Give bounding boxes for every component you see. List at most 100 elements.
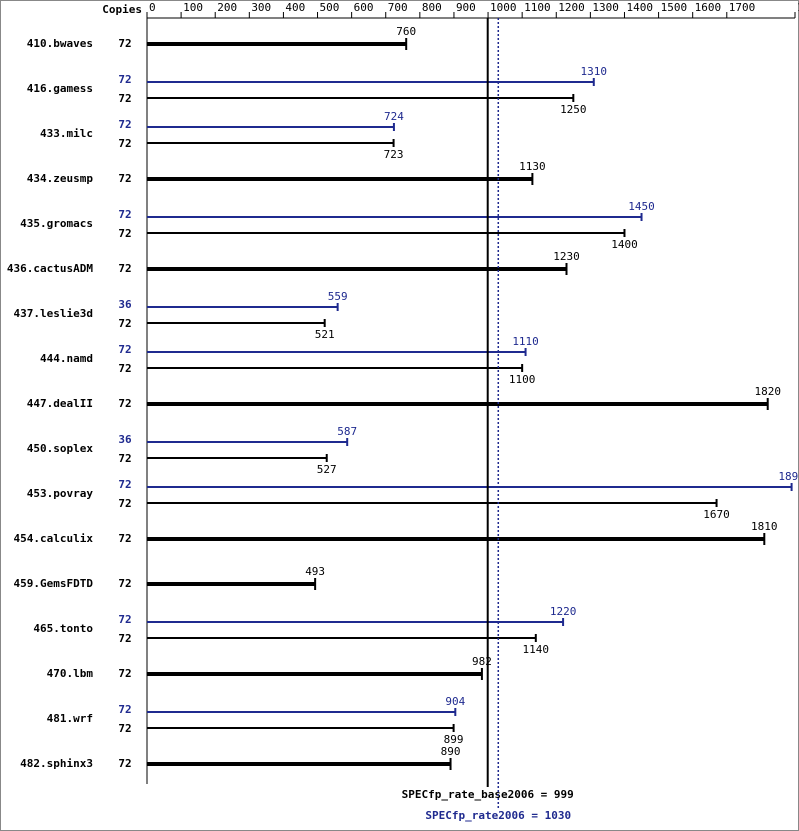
peak-copies: 36 <box>118 298 132 311</box>
base-bar <box>147 727 454 729</box>
copies: 72 <box>118 452 131 465</box>
value-label: 493 <box>305 565 325 578</box>
base-bar <box>147 232 625 234</box>
copies: 72 <box>118 317 131 330</box>
reference-label: SPECfp_rate2006 = 1030 <box>425 809 571 822</box>
base-bar <box>147 142 394 144</box>
peak-copies: 72 <box>118 118 131 131</box>
bar <box>147 582 316 586</box>
copies: 72 <box>118 172 131 185</box>
base-bar <box>147 322 325 324</box>
benchmark-label: 444.namd <box>40 352 93 365</box>
base-value-label: 723 <box>384 148 404 161</box>
x-tick-label: 1200 <box>558 1 585 14</box>
benchmark-label: 433.milc <box>40 127 93 140</box>
peak-copies: 72 <box>118 478 131 491</box>
peak-value-label: 587 <box>337 425 357 438</box>
benchmark-label: 459.GemsFDTD <box>14 577 94 590</box>
x-tick-label: 900 <box>456 1 476 14</box>
value-label: 1130 <box>519 160 546 173</box>
copies: 72 <box>118 92 131 105</box>
peak-copies: 72 <box>118 613 131 626</box>
base-bar <box>147 502 717 504</box>
value-label: 760 <box>396 25 416 38</box>
copies: 72 <box>118 262 131 275</box>
copies: 72 <box>118 137 131 150</box>
peak-value-label: 724 <box>384 110 404 123</box>
copies-header: Copies <box>102 3 142 16</box>
copies: 72 <box>118 37 131 50</box>
benchmark-label: 416.gamess <box>27 82 93 95</box>
peak-bar <box>147 441 348 443</box>
peak-value-label: 1220 <box>550 605 577 618</box>
copies: 72 <box>118 362 131 375</box>
base-value-label: 1140 <box>523 643 550 656</box>
peak-copies: 72 <box>118 703 131 716</box>
x-tick-label: 0 <box>149 1 156 14</box>
bar <box>147 672 482 676</box>
peak-value-label: 559 <box>328 290 348 303</box>
value-label: 982 <box>472 655 492 668</box>
base-bar <box>147 637 536 639</box>
peak-copies: 72 <box>118 208 131 221</box>
benchmark-label: 450.soplex <box>27 442 94 455</box>
benchmark-label: 481.wrf <box>47 712 93 725</box>
x-tick-label: 1000 <box>490 1 516 14</box>
copies: 72 <box>118 632 131 645</box>
base-value-label: 1400 <box>611 238 638 251</box>
copies: 72 <box>118 667 131 680</box>
peak-bar <box>147 216 642 218</box>
benchmark-label: 453.povray <box>27 487 94 500</box>
peak-value-label: 1310 <box>581 65 608 78</box>
x-tick-label: 1500 <box>661 1 688 14</box>
benchmark-label: 447.dealII <box>27 397 93 410</box>
peak-bar <box>147 351 526 353</box>
value-label: 890 <box>441 745 461 758</box>
base-value-label: 899 <box>444 733 464 746</box>
benchmark-label: 482.sphinx3 <box>20 757 93 770</box>
peak-bar <box>147 126 394 128</box>
base-bar <box>147 457 327 459</box>
copies: 72 <box>118 722 131 735</box>
base-value-label: 521 <box>315 328 335 341</box>
peak-copies: 36 <box>118 433 132 446</box>
peak-bar <box>147 81 594 83</box>
x-tick-label: 1400 <box>626 1 653 14</box>
benchmark-label: 410.bwaves <box>27 37 93 50</box>
x-tick-label: 1600 <box>695 1 722 14</box>
x-tick-label: 200 <box>217 1 237 14</box>
x-tick-label: 1100 <box>524 1 551 14</box>
peak-bar <box>147 306 338 308</box>
x-tick-label: 1900 <box>797 1 799 14</box>
x-tick-label: 700 <box>388 1 408 14</box>
benchmark-label: 435.gromacs <box>20 217 93 230</box>
x-tick-label: 1300 <box>592 1 619 14</box>
peak-bar <box>147 486 792 488</box>
benchmark-label: 470.lbm <box>47 667 94 680</box>
bar <box>147 537 765 541</box>
bar <box>147 267 567 271</box>
peak-bar <box>147 711 456 713</box>
benchmark-label: 434.zeusmp <box>27 172 94 185</box>
value-label: 1820 <box>754 385 781 398</box>
peak-copies: 72 <box>118 73 131 86</box>
reference-label: SPECfp_rate_base2006 = 999 <box>402 788 574 801</box>
peak-value-label: 1450 <box>628 200 655 213</box>
copies: 72 <box>118 532 131 545</box>
base-bar <box>147 97 574 99</box>
bar <box>147 402 768 406</box>
x-tick-label: 600 <box>354 1 374 14</box>
base-value-label: 1670 <box>703 508 730 521</box>
peak-value-label: 904 <box>445 695 465 708</box>
base-value-label: 1100 <box>509 373 536 386</box>
x-tick-label: 1700 <box>729 1 756 14</box>
bar <box>147 177 533 181</box>
x-tick-label: 100 <box>183 1 203 14</box>
bar <box>147 42 407 46</box>
x-tick-label: 400 <box>285 1 305 14</box>
peak-value-label: 1890 <box>778 470 799 483</box>
x-tick-label: 500 <box>320 1 340 14</box>
benchmark-label: 465.tonto <box>33 622 93 635</box>
base-value-label: 1250 <box>560 103 587 116</box>
